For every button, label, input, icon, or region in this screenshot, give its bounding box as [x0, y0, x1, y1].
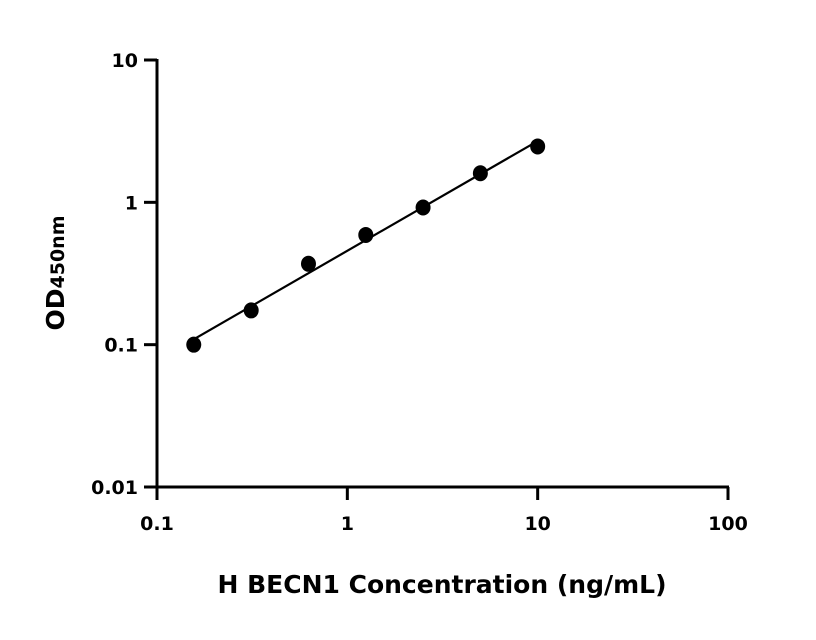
data-point	[358, 226, 374, 243]
y-axis-title: OD450nm	[41, 215, 70, 330]
x-tick-label: 1	[341, 513, 354, 535]
y-tick-label: 1	[125, 192, 138, 214]
x-axis-title: H BECN1 Concentration (ng/mL)	[217, 570, 666, 599]
x-tick-label: 10	[524, 513, 550, 535]
x-tick-label: 100	[708, 513, 748, 535]
x-tick-label: 0.1	[140, 513, 174, 535]
y-tick-label: 10	[112, 50, 138, 72]
y-tick-label: 0.01	[91, 477, 138, 499]
y-axis-title-main: OD	[41, 288, 70, 330]
y-tick-label: 0.1	[104, 335, 138, 357]
y-axis-title-sub: 450nm	[47, 215, 69, 288]
data-point	[243, 302, 259, 319]
data-point	[186, 336, 202, 353]
data-point	[472, 165, 488, 182]
data-point	[415, 199, 431, 216]
data-point	[300, 255, 316, 272]
data-point	[530, 138, 546, 155]
